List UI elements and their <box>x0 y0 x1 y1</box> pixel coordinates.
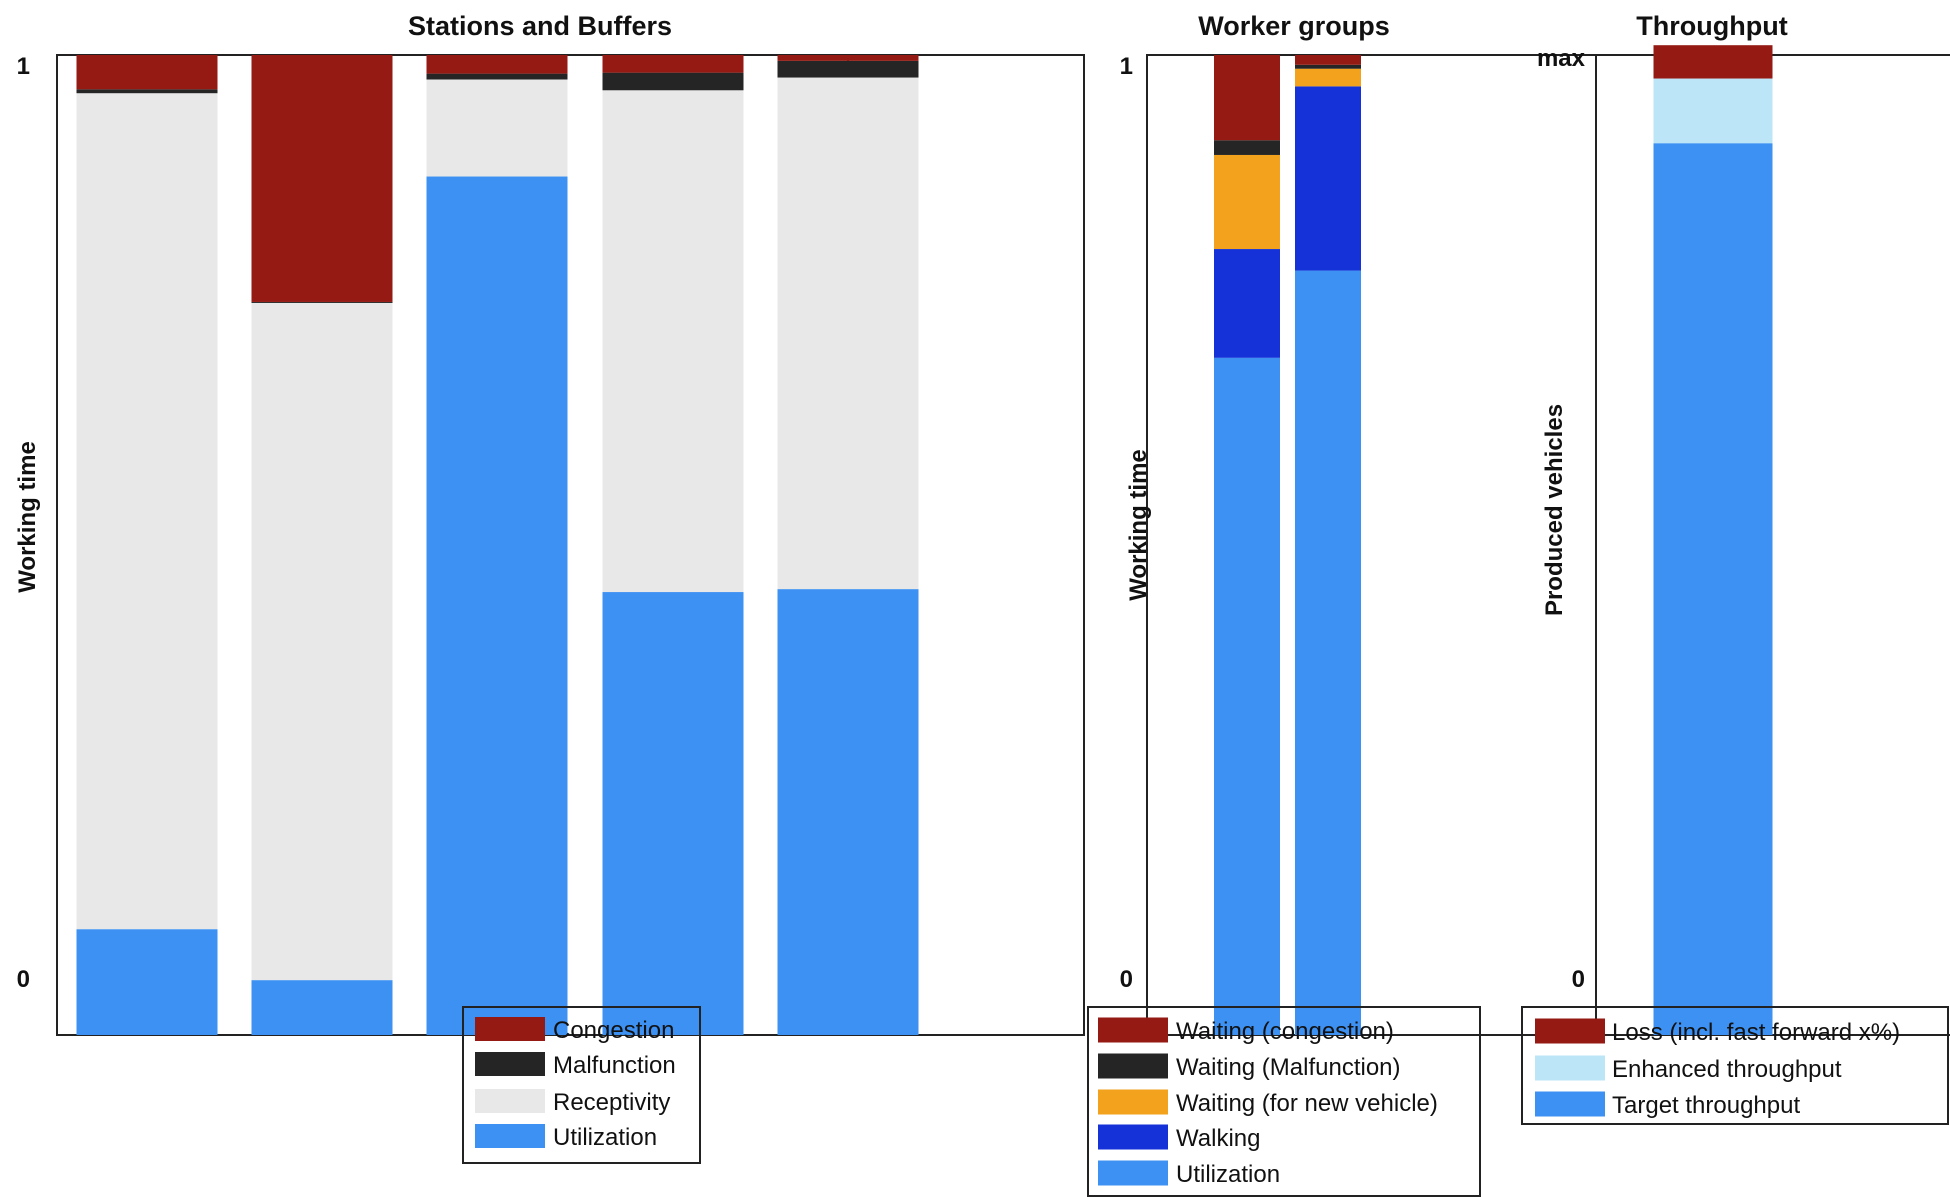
throughput-chart: Throughput Produced vehicles 0 max Loss (inc… <box>1521 11 1950 1125</box>
worker-groups-bar-1-waiting-for-new-vehicle-segment <box>1214 154 1280 250</box>
worker-groups-legend-label-walking: Walking <box>1176 1125 1260 1152</box>
stations-and-buffers-bar-4-receptivity-segment <box>602 90 744 593</box>
stations-and-buffers-y-tick-label-top: 1 <box>17 53 30 80</box>
throughput-title: Throughput <box>1636 11 1787 41</box>
stations-and-buffers-axes-frame <box>56 54 1085 1036</box>
throughput-legend-frame <box>1521 1006 1949 1125</box>
worker-groups-chart: Worker groups Working time 0 1 Waiting (cong… <box>1087 11 1950 1197</box>
throughput-legend-label-enhanced-throughput: Enhanced throughput <box>1612 1056 1842 1083</box>
stations-and-buffers-chart: Stations and Buffers Working time 0 1 Conges… <box>14 11 1085 1164</box>
throughput-bar-1-loss-incl-fast-forward-x-segment <box>1653 45 1773 79</box>
stations-and-buffers-bar-3-malfunction-segment <box>426 73 568 80</box>
stations-and-buffers-bar-1-malfunction-segment <box>76 89 218 94</box>
stations-and-buffers-legend-swatch-utilization <box>475 1124 545 1148</box>
worker-groups-y-tick-label-bottom: 0 <box>1120 966 1133 993</box>
throughput-legend-swatch-enhanced-throughput <box>1535 1055 1605 1081</box>
stations-and-buffers-bar-4-congestion-segment <box>602 55 744 73</box>
stations-and-buffers-bar-5-malfunction-segment <box>777 60 919 78</box>
worker-groups-y-axis-label: Working time <box>1125 449 1152 601</box>
throughput-bar-1-target-throughput-segment <box>1653 143 1773 1035</box>
worker-groups-bar-1-waiting-malfunction-segment <box>1214 140 1280 155</box>
stations-and-buffers-legend-frame <box>462 1006 701 1164</box>
worker-groups-bar-1-walking-segment <box>1214 249 1280 358</box>
worker-groups-legend-swatch-waiting-for-new-vehicle <box>1098 1089 1168 1115</box>
worker-groups-bar-2-waiting-malfunction-segment <box>1295 64 1361 69</box>
stations-and-buffers-bar-2-congestion-segment <box>251 55 393 302</box>
stations-and-buffers-legend-label-receptivity: Receptivity <box>553 1089 670 1116</box>
worker-groups-legend-swatch-utilization <box>1098 1160 1168 1186</box>
worker-groups-bar-2-waiting-for-new-vehicle-segment <box>1295 68 1361 87</box>
throughput-y-tick-label-top: max <box>1537 45 1586 72</box>
stations-and-buffers-legend-label-malfunction: Malfunction <box>553 1052 676 1079</box>
stations-and-buffers-bar-1-congestion-segment <box>76 55 218 90</box>
stations-and-buffers-bar-1-utilization-segment <box>76 929 218 1035</box>
stations-and-buffers-bar-5-receptivity-segment <box>777 77 919 590</box>
worker-groups-legend-swatch-waiting-congestion <box>1098 1017 1168 1043</box>
worker-groups-legend-label-utilization: Utilization <box>1176 1161 1280 1188</box>
stations-and-buffers-y-axis-label: Working time <box>14 441 41 593</box>
stations-and-buffers-bar-2-malfunction-segment <box>251 301 393 303</box>
throughput-legend-label-target-throughput: Target throughput <box>1612 1092 1800 1119</box>
stations-and-buffers-y-tick-label-bottom: 0 <box>17 966 30 993</box>
worker-groups-y-tick-label-top: 1 <box>1120 53 1133 80</box>
worker-groups-legend-label-waiting-malfunction: Waiting (Malfunction) <box>1176 1054 1401 1081</box>
stations-and-buffers-legend-label-utilization: Utilization <box>553 1124 657 1151</box>
worker-groups-bar-2-utilization-segment <box>1295 270 1361 1036</box>
worker-groups-legend-swatch-waiting-malfunction <box>1098 1053 1168 1079</box>
throughput-y-axis-label: Produced vehicles <box>1541 404 1568 616</box>
throughput-y-tick-label-bottom: 0 <box>1572 966 1585 993</box>
stations-and-buffers-legend-swatch-malfunction <box>475 1052 545 1076</box>
stations-and-buffers-legend: Congestion Malfunction Receptivity Utilizat… <box>462 1006 701 1164</box>
stations-and-buffers-bar-3-congestion-segment <box>426 55 568 74</box>
worker-groups-bar-1-utilization-segment <box>1214 357 1280 1035</box>
stations-and-buffers-bar-4-malfunction-segment <box>602 72 744 91</box>
stations-and-buffers-bar-5-utilization-segment <box>777 589 919 1035</box>
worker-groups-title: Worker groups <box>1198 11 1390 41</box>
worker-groups-legend-label-waiting-congestion: Waiting (congestion) <box>1176 1018 1394 1045</box>
worker-groups-legend-label-waiting-for-new-vehicle: Waiting (for new vehicle) <box>1176 1090 1438 1117</box>
throughput-bar-1-enhanced-throughput-segment <box>1653 78 1773 144</box>
worker-groups-bar-2-waiting-congestion-segment <box>1295 55 1361 65</box>
worker-groups-bar-1-waiting-congestion-segment <box>1214 55 1280 141</box>
stations-and-buffers-bar-2-utilization-segment <box>251 980 393 1035</box>
stations-and-buffers-legend-swatch-congestion <box>475 1017 545 1041</box>
worker-groups-legend-swatch-walking <box>1098 1124 1168 1150</box>
worker-groups-legend-frame <box>1087 1006 1481 1197</box>
worker-groups-legend: Waiting (congestion) Waiting (Malfunction… <box>1087 1006 1481 1197</box>
stations-and-buffers-bar-3-receptivity-segment <box>426 79 568 177</box>
throughput-legend-swatch-loss-incl-fast-forward-x <box>1535 1018 1605 1044</box>
stations-and-buffers-bar-4-utilization-segment <box>602 592 744 1035</box>
stations-and-buffers-bar-3-utilization-segment <box>426 176 568 1035</box>
stations-and-buffers-legend-label-congestion: Congestion <box>553 1017 674 1044</box>
throughput-legend-swatch-target-throughput <box>1535 1091 1605 1117</box>
stations-and-buffers-bar-5-congestion-segment <box>777 55 919 61</box>
throughput-axes-frame <box>1595 54 1950 1036</box>
stations-and-buffers-bar-2-receptivity-segment <box>251 302 393 981</box>
worker-groups-bar-2-walking-segment <box>1295 86 1361 271</box>
stations-and-buffers-bar-1-receptivity-segment <box>76 93 218 930</box>
stations-and-buffers-title: Stations and Buffers <box>408 11 672 41</box>
stations-and-buffers-legend-swatch-receptivity <box>475 1089 545 1113</box>
throughput-legend: Loss (incl. fast forward x%) Enhanced thr… <box>1521 1006 1949 1125</box>
throughput-legend-label-loss-incl-fast-forward-x: Loss (incl. fast forward x%) <box>1612 1019 1900 1046</box>
